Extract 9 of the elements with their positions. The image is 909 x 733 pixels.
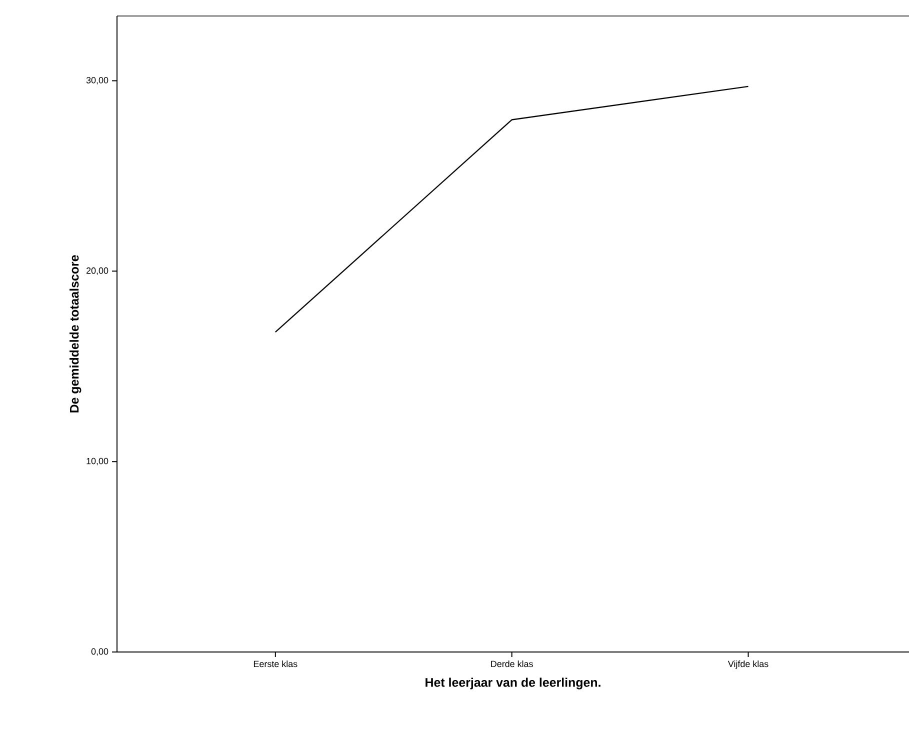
y-tick-label: 10,00	[86, 458, 108, 466]
y-tick-label: 0,00	[91, 648, 108, 656]
x-tick-label: Eerste klas	[254, 660, 298, 668]
x-tick-label: Derde klas	[491, 660, 533, 668]
x-tick-label: Vijfde klas	[728, 660, 768, 669]
x-axis-title: Het leerjaar van de leerlingen.	[426, 678, 600, 690]
y-tick-label: 20,00	[86, 267, 108, 275]
y-tick-label: 30,00	[86, 77, 108, 84]
y-axis-title: De gemiddelde totaalscore	[70, 255, 82, 412]
